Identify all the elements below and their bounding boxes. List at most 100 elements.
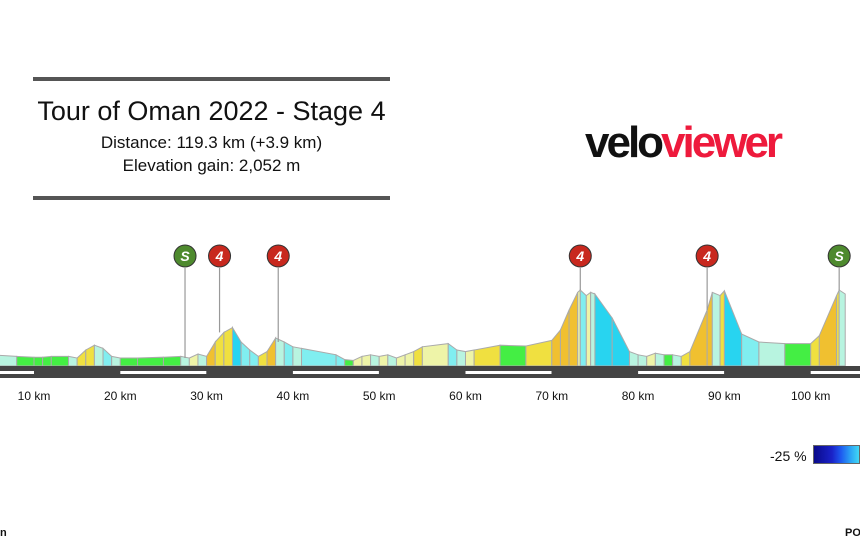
elevation-text: Elevation gain: 2,052 m (122, 156, 301, 175)
profile-segment (395, 354, 406, 367)
title-rule-top (33, 77, 390, 81)
profile-segment (585, 291, 592, 367)
profile-segment (838, 289, 846, 367)
profile-segment (162, 355, 182, 367)
climb-markers: S 4 4 4 4 S (173, 244, 851, 358)
profile-segment (0, 354, 18, 367)
title-rule-bottom (33, 196, 390, 200)
logo-part-velo: velo (585, 118, 664, 167)
road-dash (810, 371, 860, 374)
marker-label: 4 (273, 248, 282, 264)
veloviewer-logo: veloviewer (585, 118, 783, 168)
profile-segment (568, 292, 579, 367)
profile-segment (723, 290, 743, 367)
profile-segment (231, 325, 242, 367)
kom-marker-icon (208, 244, 232, 268)
profile-segment (249, 349, 259, 367)
profile-segment (579, 288, 587, 367)
profile-segment (68, 355, 78, 367)
profile-segment (370, 354, 380, 367)
profile-segment (292, 346, 303, 367)
x-axis-tick-label: 70 km (535, 389, 569, 403)
profile-segment (266, 336, 277, 367)
profile-segment (102, 347, 113, 367)
profile-segment (119, 357, 139, 367)
distance-text: Distance: 119.3 km (+3.9 km) (100, 133, 323, 152)
profile-segment (137, 356, 164, 367)
profile-segment (387, 354, 397, 367)
title-box: Tour of Oman 2022 - Stage 4 Distance: 11… (33, 77, 390, 201)
road-dash (120, 371, 207, 374)
road-dashes (0, 371, 860, 374)
x-axis-tick-label: 10 km (17, 389, 51, 403)
profile-segment (214, 331, 225, 367)
road-dash (465, 371, 552, 374)
legend-min-label: -25 % (770, 448, 807, 464)
profile-segment (223, 326, 233, 367)
profile-segment (711, 291, 721, 367)
profile-segment (16, 355, 35, 367)
profile-segment (361, 354, 372, 367)
profile-segment (525, 339, 553, 367)
profile-segment (257, 350, 268, 367)
profile-segment (50, 355, 70, 367)
x-axis-tick-label: 100 km (791, 389, 831, 403)
profile-segment (378, 354, 389, 367)
profile-segment (85, 344, 95, 367)
x-axis-tick-label: 90 km (708, 389, 741, 403)
profile-segment (111, 355, 121, 367)
profile-segment (76, 348, 87, 367)
profile-segments (0, 288, 846, 367)
profile-segment (465, 349, 475, 367)
profile-segment (741, 333, 760, 367)
profile-segment (719, 289, 725, 367)
profile-segment (447, 342, 458, 367)
x-axis-tick-label: 60 km (449, 389, 482, 403)
profile-segment (784, 343, 812, 367)
stage-title: Tour of Oman 2022 - Stage 4 (37, 96, 386, 126)
profile-segment (689, 309, 708, 367)
profile-segment (413, 345, 423, 367)
x-axis-tick-label: 50 km (362, 389, 396, 403)
profile-segment (706, 292, 713, 367)
profile-segment (663, 354, 674, 367)
elevation-profile-chart: S 4 4 4 4 S (0, 244, 860, 378)
kom-marker-icon (695, 244, 719, 268)
profile-segment (646, 352, 656, 367)
marker-label: 4 (702, 248, 711, 264)
kom-marker-icon (568, 244, 592, 268)
marker-label: 4 (575, 248, 584, 264)
gradient-legend-bar (813, 445, 860, 464)
road-bar (0, 366, 860, 378)
kom-marker-icon (266, 244, 290, 268)
profile-segment (42, 355, 52, 367)
sprint-marker-icon (827, 244, 851, 268)
profile-segment (33, 356, 44, 367)
profile-segment (404, 350, 415, 367)
profile-segment (421, 343, 449, 367)
profile-segment (206, 340, 216, 367)
road-dash (292, 371, 379, 374)
profile-segment (611, 317, 630, 367)
profile-segment (637, 354, 648, 367)
profile-segment (559, 309, 570, 367)
profile-segment (456, 349, 466, 367)
profile-segment (352, 355, 363, 367)
profile-segment (590, 291, 596, 367)
profile-segment (818, 295, 838, 367)
profile-segment (93, 344, 104, 367)
sprint-marker-icon (173, 244, 197, 268)
profile-segment (672, 354, 682, 367)
profile-segment (344, 359, 354, 367)
profile-segment (551, 328, 561, 367)
profile-segment (810, 334, 820, 367)
profile-segment (594, 292, 613, 367)
x-axis-tick-label: 40 km (276, 389, 310, 403)
road-dash (638, 371, 725, 374)
profile-segment (197, 353, 208, 367)
profile-segment (628, 350, 639, 367)
profile-segment (654, 352, 665, 367)
profile-segment (240, 340, 251, 367)
profile-segment (680, 350, 691, 367)
marker-label: S (180, 248, 190, 264)
